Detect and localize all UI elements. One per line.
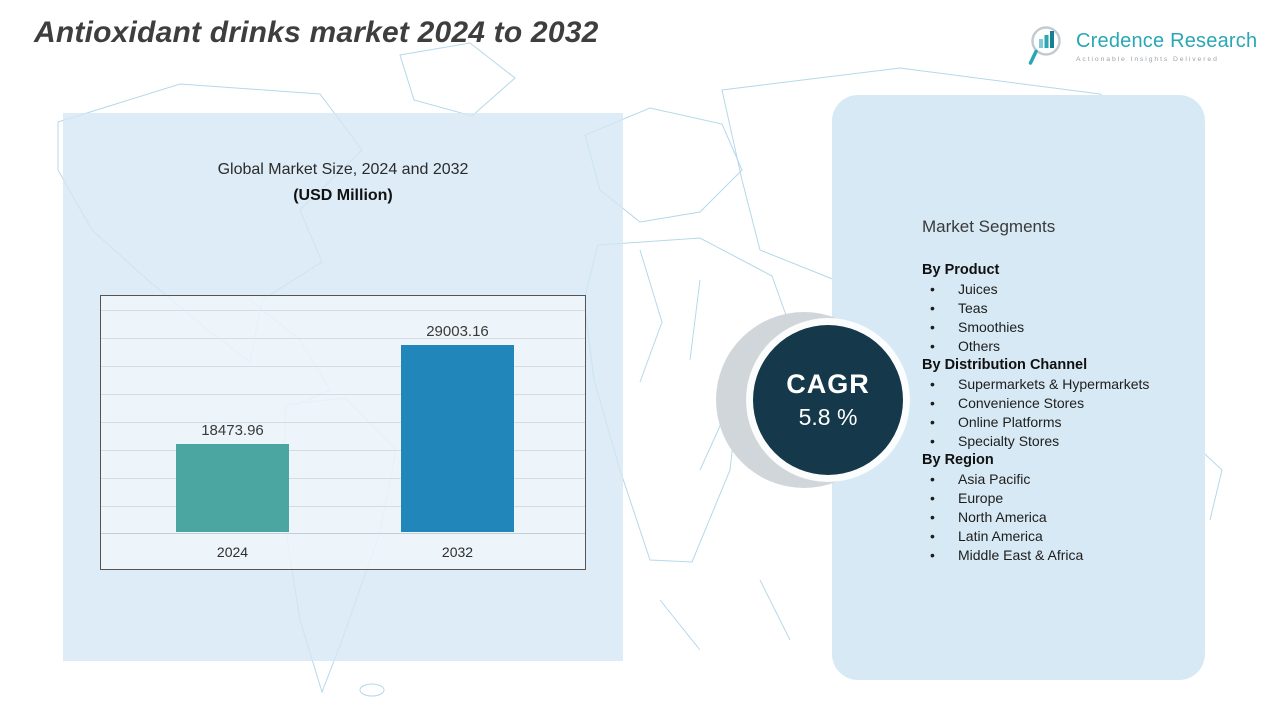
logo-text: Credence Research Actionable Insights De… [1076, 24, 1257, 63]
x-axis-label-2024: 2024 [216, 544, 249, 560]
segment-group-distribution: By Distribution Channel Supermarkets & H… [922, 356, 1191, 451]
cagr-label: CAGR [786, 369, 870, 399]
segment-item: Smoothies [922, 318, 1191, 337]
segment-list-product: JuicesTeasSmoothiesOthers [922, 280, 1191, 356]
segment-item: Convenience Stores [922, 394, 1191, 413]
segment-group-product: By Product JuicesTeasSmoothiesOthers [922, 261, 1191, 356]
x-axis-label-2032: 2032 [441, 544, 474, 560]
segment-item: Teas [922, 299, 1191, 318]
segment-item: North America [922, 508, 1191, 527]
segment-item: Others [922, 337, 1191, 356]
bar-value-label: 18473.96 [201, 422, 264, 439]
bar-2032 [401, 345, 514, 532]
segment-item: Europe [922, 489, 1191, 508]
bar-value-label: 29003.16 [426, 323, 489, 340]
bar-2024 [176, 444, 289, 532]
page-title: Antioxidant drinks market 2024 to 2032 [34, 16, 599, 49]
segments-heading: Market Segments [922, 217, 1056, 236]
segment-item: Supermarkets & Hypermarkets [922, 375, 1191, 394]
segment-group-title: By Product [922, 262, 1000, 278]
chart-panel: Global Market Size, 2024 and 2032 (USD M… [63, 113, 623, 661]
bar-group-2032: 29003.16 [401, 323, 514, 532]
segment-group-title: By Distribution Channel [922, 357, 1088, 373]
segment-group-region: By Region Asia PacificEuropeNorth Americ… [922, 451, 1191, 565]
segment-list-region: Asia PacificEuropeNorth AmericaLatin Ame… [922, 470, 1191, 565]
chart-subtitle: (USD Million) [293, 187, 393, 204]
magnifier-chart-icon [1028, 24, 1070, 73]
logo-tagline: Actionable Insights Delivered [1076, 56, 1219, 63]
cagr-badge: CAGR 5.8 % [753, 325, 903, 475]
chart-title: Global Market Size, 2024 and 2032 [217, 161, 469, 178]
segment-item: Juices [922, 280, 1191, 299]
chart-title-block: Global Market Size, 2024 and 2032 (USD M… [63, 161, 623, 205]
segment-item: Asia Pacific [922, 470, 1191, 489]
segment-item: Specialty Stores [922, 432, 1191, 451]
bar-group-2024: 18473.96 [176, 422, 289, 532]
bar-chart: 18473.96 29003.16 2024 2032 [100, 295, 586, 570]
segment-item: Middle East & Africa [922, 546, 1191, 565]
segment-group-title: By Region [922, 452, 994, 468]
segment-item: Online Platforms [922, 413, 1191, 432]
segment-item: Latin America [922, 527, 1191, 546]
segment-list-distribution: Supermarkets & HypermarketsConvenience S… [922, 375, 1191, 451]
cagr-value: 5.8 % [798, 404, 858, 430]
brand-logo: Credence Research Actionable Insights De… [1028, 24, 1257, 73]
logo-name: Credence Research [1076, 30, 1258, 52]
